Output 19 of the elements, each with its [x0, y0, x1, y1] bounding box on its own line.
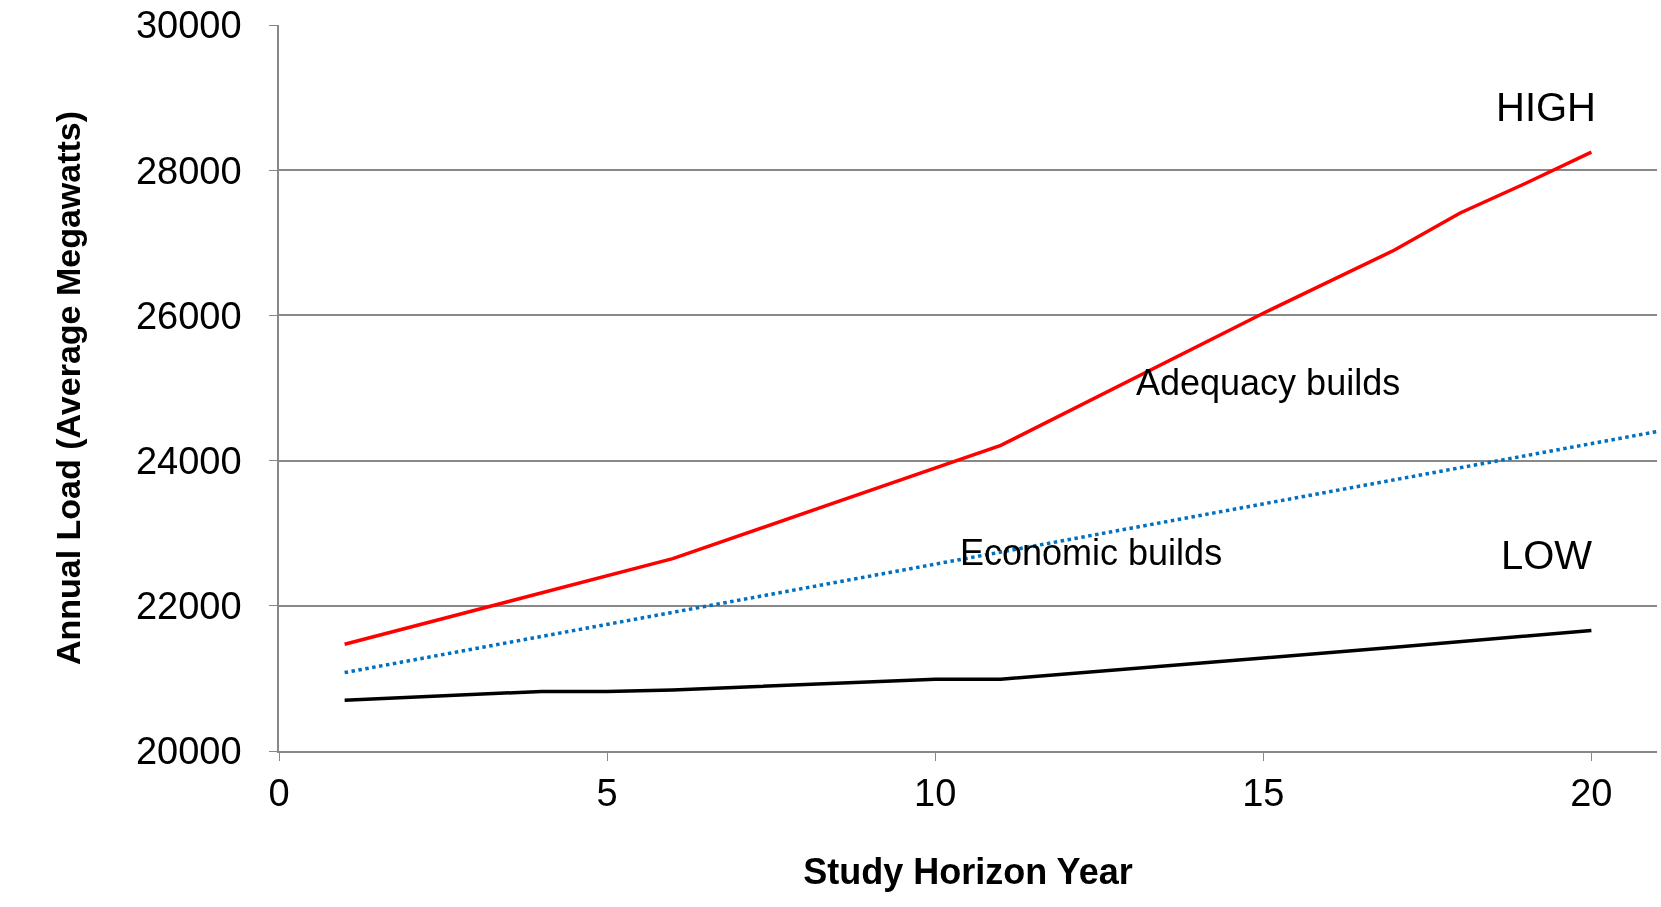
annotation: Economic builds — [960, 532, 1223, 573]
x-tick-label: 5 — [596, 772, 618, 815]
y-tick-label: 22000 — [135, 585, 242, 628]
annotation: Adequacy builds — [1136, 362, 1401, 403]
line-series — [342, 628, 1594, 702]
y-tick-label: 20000 — [135, 730, 242, 773]
line-series — [342, 150, 1594, 647]
x-axis-title: Study Horizon Year — [803, 850, 1133, 892]
x-tick-label: 15 — [1242, 772, 1285, 815]
y-tick-label: 24000 — [135, 439, 242, 482]
y-tick-label: 26000 — [135, 294, 242, 337]
y-tick-label: 30000 — [135, 4, 242, 47]
x-tick-label: 0 — [268, 772, 290, 815]
x-tick-label: 20 — [1570, 772, 1613, 815]
x-tick-label: 10 — [914, 772, 957, 815]
series-label: HIGH — [1496, 85, 1596, 129]
series-label: LOW — [1501, 533, 1593, 577]
y-axis-title: Annual Load (Average Megawatts) — [49, 110, 88, 666]
y-tick-label: 28000 — [135, 149, 242, 192]
